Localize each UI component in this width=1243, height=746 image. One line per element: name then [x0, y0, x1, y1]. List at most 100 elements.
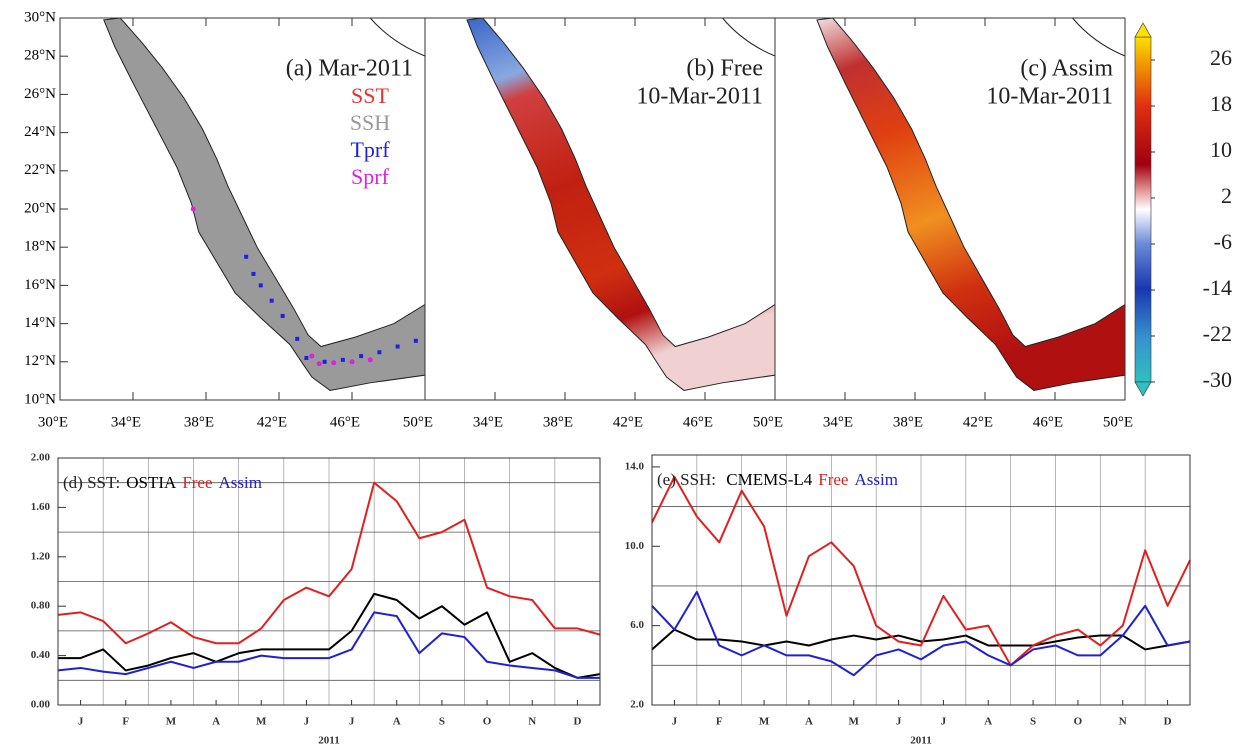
- x-tick-label: F: [122, 716, 129, 728]
- colorbar-label: 18: [1210, 91, 1232, 116]
- x-tick-label: 50°E: [1103, 414, 1133, 430]
- x-tick-label: 42°E: [257, 414, 287, 430]
- x-tick-label: 30°E: [38, 414, 68, 430]
- y-tick-label: 2.00: [31, 452, 51, 464]
- y-tick-label: 14°N: [24, 315, 56, 331]
- panel-subtitle: 10-Mar-2011: [636, 84, 763, 110]
- legend-entry: SSH: [350, 110, 390, 135]
- obs-marker: [295, 336, 300, 341]
- x-tick-label: J: [78, 716, 84, 728]
- colorbar: [1134, 36, 1152, 383]
- y-tick-label: 20°N: [24, 200, 56, 216]
- x-tick-label: J: [349, 716, 355, 728]
- legend-entry: Free: [818, 470, 848, 489]
- obs-marker: [395, 344, 400, 349]
- x-tick-label: M: [849, 716, 860, 728]
- x-tick-label: 34°E: [111, 414, 141, 430]
- x-tick-label: F: [716, 716, 723, 728]
- obs-marker: [244, 254, 249, 259]
- x-tick-label: A: [805, 716, 813, 728]
- x-tick-label: 46°E: [330, 414, 360, 430]
- plot-frame: [57, 457, 601, 706]
- obs-marker: [190, 206, 196, 212]
- x-tick-label: S: [1030, 716, 1036, 728]
- x-tick-label: 46°E: [683, 414, 713, 430]
- panel-title: (a) Mar-2011: [286, 56, 413, 82]
- x-axis-label: 2011: [318, 735, 339, 746]
- obs-marker: [316, 361, 322, 367]
- coastline: [369, 17, 426, 57]
- legend-entry: OSTIA: [126, 473, 177, 492]
- obs-marker: [269, 298, 274, 303]
- y-tick-label: 30°N: [24, 9, 56, 25]
- series-line: [57, 481, 601, 645]
- x-tick-label: J: [304, 716, 310, 728]
- x-tick-label: O: [1074, 716, 1083, 728]
- x-tick-label: 42°E: [613, 414, 643, 430]
- colorbar-label: -6: [1214, 229, 1232, 254]
- colorbar-label: -30: [1203, 367, 1232, 392]
- y-tick-label: 22°N: [24, 162, 56, 178]
- colorbar-label: 10: [1210, 137, 1232, 162]
- y-tick-label: 16°N: [24, 277, 56, 293]
- coastline: [1072, 17, 1126, 57]
- x-tick-label: D: [1164, 716, 1172, 728]
- x-tick-label: J: [941, 716, 947, 728]
- colorbar-arrow: [1134, 22, 1152, 38]
- x-tick-label: N: [528, 716, 536, 728]
- obs-marker: [367, 357, 373, 363]
- legend-entry: Assim: [854, 470, 897, 489]
- y-tick-label: 12°N: [24, 353, 56, 369]
- y-tick-label: 26°N: [24, 86, 56, 102]
- x-tick-label: 46°E: [1033, 414, 1063, 430]
- x-tick-label: M: [759, 716, 770, 728]
- colorbar-label: 26: [1210, 45, 1232, 70]
- colorbar-label: -22: [1203, 321, 1232, 346]
- obs-marker: [280, 313, 285, 318]
- legend-entry: CMEMS-L4: [726, 470, 812, 489]
- obs-marker: [359, 354, 364, 359]
- series-line: [651, 590, 1191, 677]
- panel-subtitle: 10-Mar-2011: [986, 84, 1113, 110]
- map-frame: [774, 17, 1126, 401]
- title-text: (d) SST:: [63, 473, 120, 492]
- obs-marker: [349, 359, 355, 365]
- x-tick-label: 34°E: [473, 414, 503, 430]
- legend-entry: Assim: [219, 473, 262, 492]
- obs-marker: [304, 355, 309, 360]
- x-tick-label: M: [256, 716, 267, 728]
- y-tick-label: 1.20: [31, 550, 51, 562]
- obs-marker: [309, 353, 315, 359]
- y-tick-label: 0.40: [31, 649, 51, 661]
- x-tick-label: A: [212, 716, 220, 728]
- y-tick-label: 1.60: [31, 501, 51, 513]
- x-tick-label: N: [1119, 716, 1127, 728]
- x-tick-label: S: [439, 716, 445, 728]
- obs-marker: [322, 359, 327, 364]
- y-tick-label: 2.0: [630, 699, 644, 711]
- x-tick-label: 50°E: [753, 414, 783, 430]
- colorbar-arrow: [1134, 381, 1152, 397]
- y-tick-label: 14.0: [625, 460, 645, 472]
- series-line: [58, 592, 601, 679]
- obs-marker: [251, 271, 256, 276]
- legend-entry: Sprf: [351, 164, 390, 189]
- panel-title: (d) SST: OSTIA Free Assim: [63, 473, 262, 492]
- obs-marker: [258, 283, 263, 288]
- series-line: [651, 628, 1191, 651]
- x-tick-label: 34°E: [823, 414, 853, 430]
- y-tick-label: 24°N: [24, 124, 56, 140]
- y-tick-label: 6.0: [630, 619, 644, 631]
- x-tick-label: M: [166, 716, 177, 728]
- x-tick-label: 42°E: [963, 414, 993, 430]
- legend-entry: Tprf: [350, 137, 390, 162]
- x-tick-label: 38°E: [543, 414, 573, 430]
- obs-marker: [340, 357, 345, 362]
- x-tick-label: A: [984, 716, 992, 728]
- obs-marker: [377, 350, 382, 355]
- y-tick-label: 0.00: [31, 699, 51, 711]
- panel-title: (e) SSH: CMEMS-L4 Free Assim: [657, 470, 898, 489]
- title-text: (e) SSH:: [657, 470, 720, 489]
- colorbar-label: -14: [1203, 275, 1232, 300]
